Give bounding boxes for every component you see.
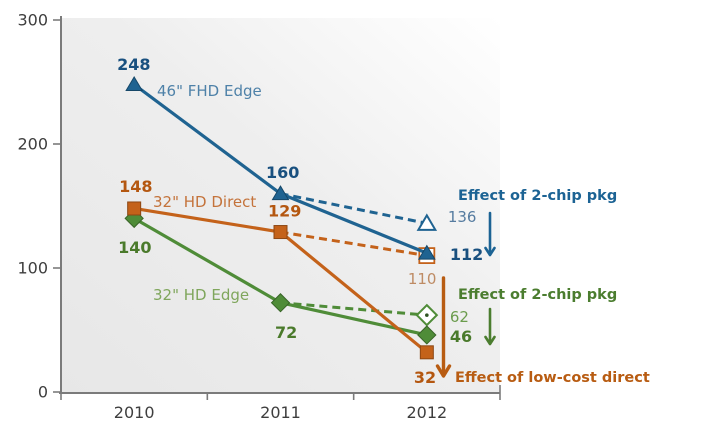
value-label-32-hd-direct: 148 [119,177,152,196]
annotation-arrow-head-effect-of-low-cost-direct-2 [435,364,452,378]
value-label-32-hd-direct: 129 [268,202,301,221]
marker-triangle-46-fhd-edge [271,185,290,201]
marker-square-32-hd-direct [419,345,434,360]
annotation-arrow-head-effect-of-2-chip-pkg-1 [484,335,496,346]
x-tick-label: 2011 [260,403,301,422]
dashed-projection-line-46-fhd-edge [280,192,428,225]
marker-triangle-46-fhd-edge [125,75,144,91]
y-tick-label: 100 [17,259,48,278]
alt-value-label-32-hd-edge: 62 [450,308,469,326]
series-name-label-32-hd-direct: 32" HD Direct [153,193,256,211]
marker-triangle-46-fhd-edge [417,244,436,260]
annotation-text-effect-of-2-chip-pkg-0: Effect of 2-chip pkg [458,188,617,204]
dashed-projection-line-32-hd-direct [280,230,428,258]
dashed-projection-line-32-hd-edge [280,301,427,317]
value-label-46-fhd-edge: 160 [266,163,299,182]
value-label-46-fhd-edge: 112 [450,245,483,264]
marker-square-32-hd-direct [273,225,288,240]
value-label-46-fhd-edge: 248 [117,55,150,74]
y-tick-label: 300 [17,11,48,30]
value-label-32-hd-edge: 46 [450,327,472,346]
y-tick-label: 200 [17,135,48,154]
x-tick-label: 2010 [114,403,155,422]
value-label-32-hd-edge: 72 [275,323,297,342]
marker-open-diamond-dot-32-hd-edge [425,313,429,317]
y-tick-label: 0 [38,383,48,402]
marker-diamond-32-hd-edge [417,325,437,345]
series-name-label-32-hd-edge: 32" HD Edge [153,286,249,304]
alt-value-label-32-hd-direct: 110 [408,270,437,288]
value-label-32-hd-edge: 140 [118,238,151,257]
annotation-arrow-head-effect-of-2-chip-pkg-0 [484,246,496,257]
marker-diamond-32-hd-edge [270,293,291,313]
annotation-text-effect-of-low-cost-direct-2: Effect of low-cost direct [455,370,650,386]
value-label-32-hd-direct: 32 [414,368,436,387]
series-name-label-46-fhd-edge: 46" FHD Edge [157,82,262,100]
alt-value-label-46-fhd-edge: 136 [448,208,477,226]
marker-square-32-hd-direct [127,201,142,216]
x-tick-label: 2012 [406,403,447,422]
annotation-text-effect-of-2-chip-pkg-1: Effect of 2-chip pkg [458,287,617,303]
marker-open-triangle-46-fhd-edge [416,213,438,231]
